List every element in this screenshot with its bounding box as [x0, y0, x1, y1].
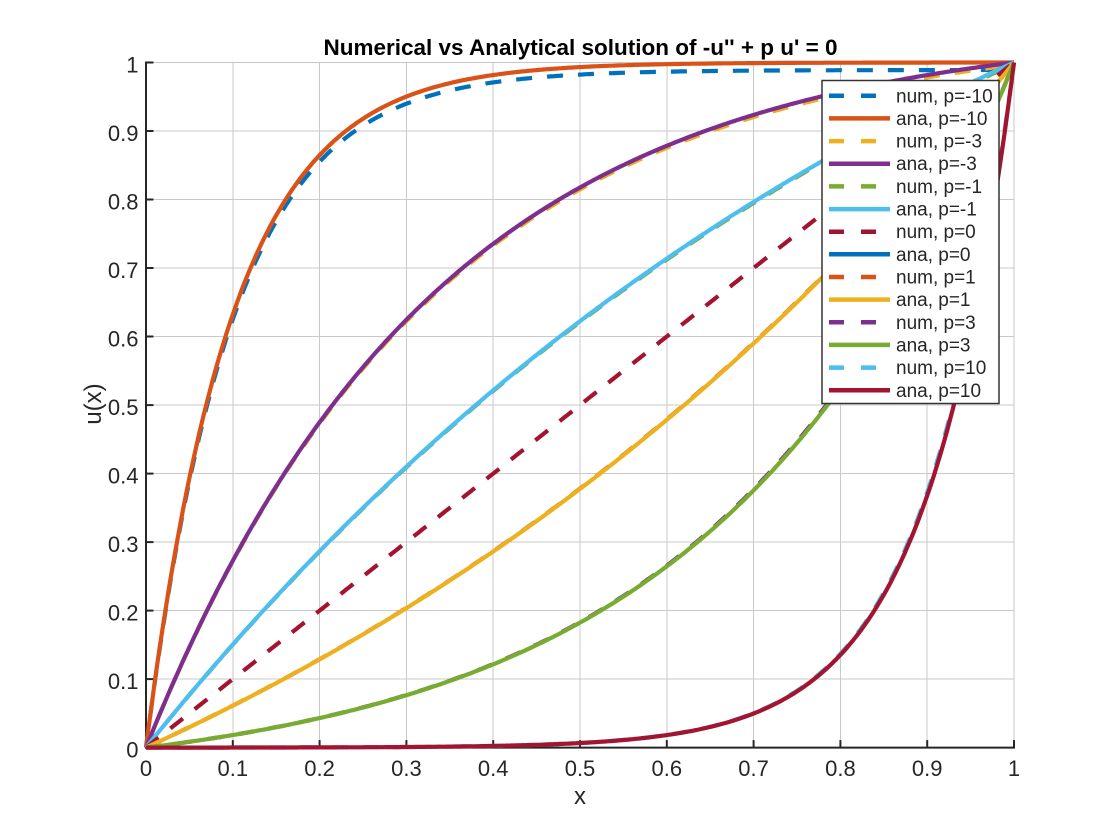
svg-text:0.5: 0.5: [565, 756, 596, 781]
svg-text:num, p=0: num, p=0: [896, 222, 976, 243]
svg-text:0.6: 0.6: [652, 756, 683, 781]
svg-text:x: x: [574, 783, 586, 810]
svg-text:0.2: 0.2: [108, 601, 139, 626]
svg-text:ana, p=10: ana, p=10: [896, 381, 981, 402]
svg-text:0.2: 0.2: [304, 756, 335, 781]
svg-text:1: 1: [126, 53, 138, 78]
svg-text:0.1: 0.1: [108, 669, 139, 694]
svg-text:0.5: 0.5: [108, 395, 139, 420]
svg-text:0.7: 0.7: [108, 258, 139, 283]
svg-text:ana, p=3: ana, p=3: [896, 335, 971, 356]
svg-text:0.3: 0.3: [391, 756, 422, 781]
svg-text:0.4: 0.4: [108, 464, 139, 489]
svg-text:num, p=-3: num, p=-3: [896, 132, 982, 153]
svg-text:ana, p=-1: ana, p=-1: [896, 200, 977, 221]
svg-text:0.1: 0.1: [218, 756, 249, 781]
svg-text:0: 0: [140, 756, 152, 781]
svg-text:num, p=-10: num, p=-10: [896, 86, 993, 107]
svg-text:ana, p=-10: ana, p=-10: [896, 109, 987, 130]
svg-text:u(x): u(x): [80, 383, 107, 424]
svg-text:ana, p=1: ana, p=1: [896, 290, 971, 311]
svg-text:num, p=-1: num, p=-1: [896, 177, 982, 198]
svg-text:ana, p=0: ana, p=0: [896, 245, 971, 266]
svg-text:0.7: 0.7: [738, 756, 769, 781]
svg-text:num, p=3: num, p=3: [896, 313, 976, 334]
svg-text:0.9: 0.9: [912, 756, 943, 781]
svg-text:0.4: 0.4: [478, 756, 509, 781]
svg-text:0.9: 0.9: [108, 121, 139, 146]
svg-text:1: 1: [1008, 756, 1020, 781]
svg-text:0.6: 0.6: [108, 327, 139, 352]
svg-text:ana, p=-3: ana, p=-3: [896, 154, 977, 175]
svg-text:0.8: 0.8: [825, 756, 856, 781]
svg-text:0.3: 0.3: [108, 532, 139, 557]
svg-text:num, p=10: num, p=10: [896, 358, 986, 379]
svg-text:Numerical vs Analytical soluti: Numerical vs Analytical solution of -u''…: [323, 35, 837, 60]
svg-text:0.8: 0.8: [108, 190, 139, 215]
svg-text:num, p=1: num, p=1: [896, 268, 976, 289]
svg-text:0: 0: [126, 738, 138, 763]
